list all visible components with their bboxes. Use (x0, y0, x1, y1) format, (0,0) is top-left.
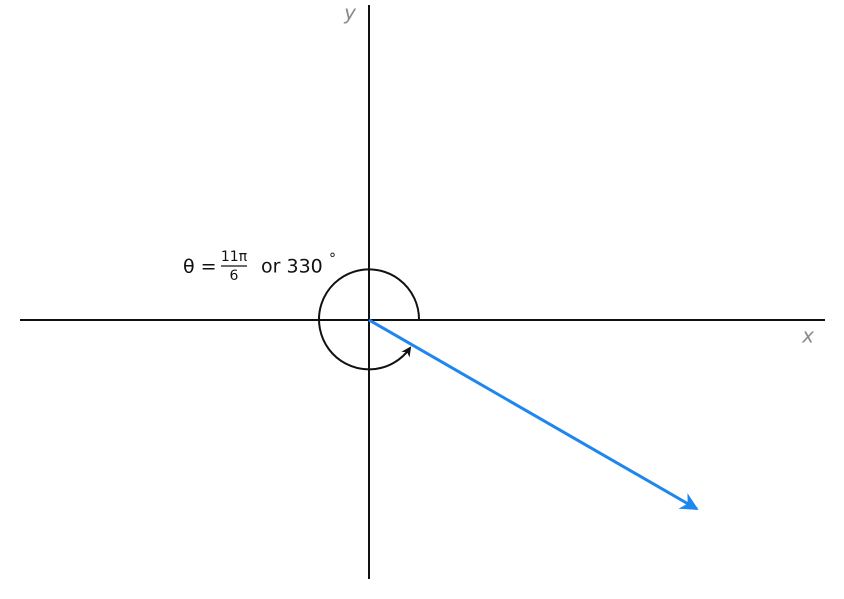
degree-sign: ° (329, 251, 336, 267)
angle-numerator: 11π (221, 249, 248, 265)
angle-denominator: 6 (230, 268, 239, 284)
angle-alternative: or 330 (261, 256, 323, 278)
y-axis-label: y (343, 1, 357, 25)
x-axis-label: x (801, 324, 814, 348)
angle-lhs: θ = (183, 256, 217, 278)
angle-arc (318, 268, 421, 371)
vector (368, 318, 699, 511)
